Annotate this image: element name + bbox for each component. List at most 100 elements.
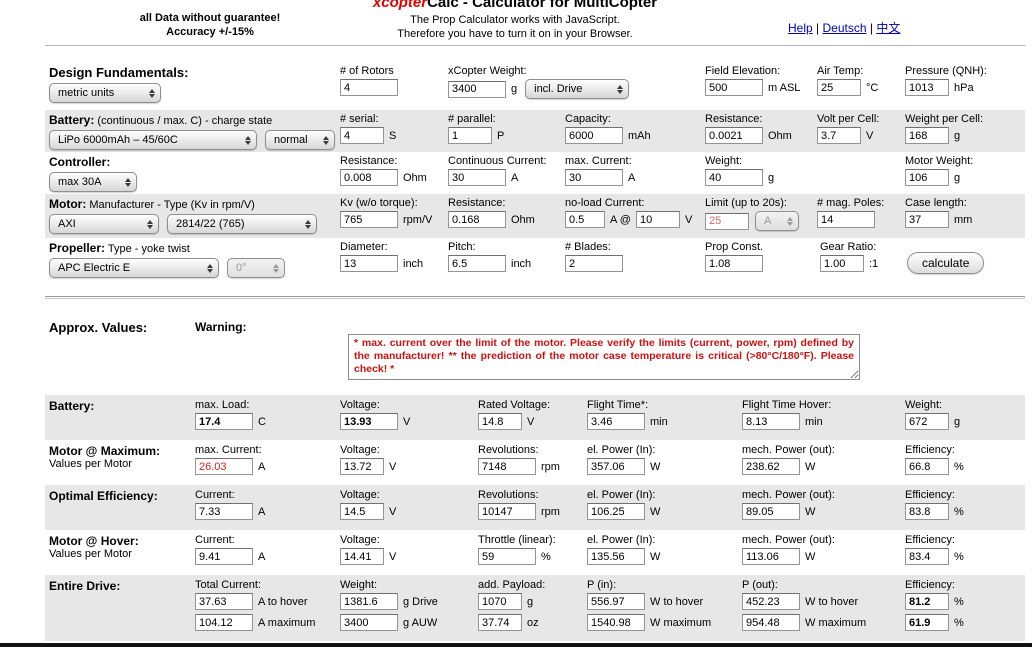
optimal-current-output[interactable] bbox=[195, 503, 253, 520]
controller-type-select[interactable]: max 30A bbox=[49, 172, 137, 192]
select-arrows-icon bbox=[147, 219, 153, 229]
motor-max-voltage-output[interactable] bbox=[340, 458, 384, 475]
add-payload-oz-output[interactable] bbox=[478, 614, 522, 631]
select-arrows-icon bbox=[125, 177, 131, 187]
p-in-max-output[interactable] bbox=[587, 614, 645, 631]
weight-per-cell-label: Weight per Cell: bbox=[905, 113, 984, 125]
motor-type-select[interactable]: 2814/22 (765) bbox=[167, 214, 317, 234]
parallel-input[interactable] bbox=[448, 127, 492, 144]
gear-ratio-input[interactable] bbox=[820, 255, 864, 272]
optimal-mech-power-output[interactable] bbox=[742, 503, 800, 520]
serial-input[interactable] bbox=[340, 127, 384, 144]
propeller-type-select[interactable]: APC Electric E bbox=[49, 258, 219, 278]
optimal-revolutions-output[interactable] bbox=[478, 503, 536, 520]
volt-per-cell-input[interactable] bbox=[817, 127, 861, 144]
results-table: Battery: max. Load: C Voltage: V Rated V… bbox=[45, 395, 1025, 644]
hover-voltage-output[interactable] bbox=[340, 548, 384, 565]
deutsch-link[interactable]: Deutsch bbox=[822, 21, 867, 35]
auw-weight-output[interactable] bbox=[340, 614, 398, 631]
battery-resistance-input[interactable] bbox=[705, 127, 763, 144]
optimal-efficiency-output[interactable] bbox=[905, 503, 949, 520]
esc-resistance-input[interactable] bbox=[340, 169, 398, 186]
motor-max-el-power-output[interactable] bbox=[587, 458, 645, 475]
max-load-unit: C bbox=[258, 415, 266, 428]
parallel-label: # parallel: bbox=[448, 113, 496, 125]
drive-weight-output[interactable] bbox=[340, 593, 398, 610]
calculate-button[interactable]: calculate bbox=[907, 252, 985, 274]
xcopter-weight-input[interactable] bbox=[448, 80, 506, 98]
esc-resistance-label: Resistance: bbox=[340, 155, 398, 167]
throttle-output[interactable] bbox=[478, 548, 536, 565]
motor-max-mech-power-output[interactable] bbox=[742, 458, 800, 475]
battery-voltage-output[interactable] bbox=[340, 413, 398, 430]
flight-time-output[interactable] bbox=[587, 413, 645, 430]
help-link[interactable]: Help bbox=[788, 21, 813, 35]
capacity-input[interactable] bbox=[565, 127, 623, 144]
noload-current-input[interactable] bbox=[565, 211, 605, 228]
motor-max-revolutions-output[interactable] bbox=[478, 458, 536, 475]
weight-mode-select[interactable]: incl. Drive bbox=[525, 79, 630, 99]
hover-el-power-output[interactable] bbox=[587, 548, 645, 565]
motor-manufacturer-value: AXI bbox=[58, 218, 76, 230]
esc-max-current-input[interactable] bbox=[565, 169, 623, 186]
motor-max-efficiency-output[interactable] bbox=[905, 458, 949, 475]
chinese-link[interactable]: 中文 bbox=[876, 21, 901, 35]
optimal-voltage-output[interactable] bbox=[340, 503, 384, 520]
add-payload-g-output[interactable] bbox=[478, 593, 522, 610]
units-select[interactable]: metric units bbox=[49, 83, 161, 103]
hover-current-output[interactable] bbox=[195, 548, 253, 565]
warning-textarea[interactable]: * max. current over the limit of the mot… bbox=[348, 334, 860, 380]
rotors-input[interactable] bbox=[340, 79, 398, 96]
p-in-hover-unit: W to hover bbox=[650, 595, 704, 608]
esc-weight-input[interactable] bbox=[705, 169, 763, 186]
motor-manufacturer-select[interactable]: AXI bbox=[49, 214, 159, 234]
entire-efficiency-hover-output[interactable] bbox=[905, 593, 949, 610]
max-load-output[interactable] bbox=[195, 413, 253, 430]
hover-efficiency-output[interactable] bbox=[905, 548, 949, 565]
motor-hover-title: Motor @ Hover: bbox=[49, 534, 139, 548]
limit-input[interactable] bbox=[705, 212, 749, 230]
weight-per-cell-input[interactable] bbox=[905, 127, 949, 144]
field-elevation-input[interactable] bbox=[705, 79, 763, 96]
diameter-label: Diameter: bbox=[340, 241, 388, 253]
total-current-hover-output[interactable] bbox=[195, 593, 253, 610]
battery-type-select[interactable]: LiPo 6000mAh – 45/60C bbox=[49, 130, 257, 150]
p-out-hover-output[interactable] bbox=[742, 593, 800, 610]
mag-poles-input[interactable] bbox=[817, 211, 875, 228]
esc-cont-current-input[interactable] bbox=[448, 169, 506, 186]
limit-unit-select[interactable]: A bbox=[755, 211, 799, 231]
diameter-input[interactable] bbox=[340, 255, 398, 272]
xcopter-weight-label: xCopter Weight: bbox=[448, 65, 527, 77]
motor-weight-input[interactable] bbox=[905, 169, 949, 186]
case-length-input[interactable] bbox=[905, 211, 949, 228]
prop-const-input[interactable] bbox=[705, 255, 763, 272]
battery-weight-output[interactable] bbox=[905, 413, 949, 430]
entire-efficiency-max-output[interactable] bbox=[905, 614, 949, 631]
blades-input[interactable] bbox=[565, 255, 623, 272]
select-arrows-icon bbox=[273, 263, 279, 273]
noload-voltage-input[interactable] bbox=[635, 211, 680, 228]
p-in-hover-output[interactable] bbox=[587, 593, 645, 610]
optimal-efficiency-unit: % bbox=[954, 505, 964, 518]
charge-state-select[interactable]: normal bbox=[265, 130, 335, 150]
add-payload-label: add. Payload: bbox=[478, 579, 546, 591]
motor-resistance-label: Resistance: bbox=[448, 197, 506, 209]
kv-input[interactable] bbox=[340, 211, 398, 228]
yoke-twist-select[interactable]: 0° bbox=[227, 258, 285, 278]
air-temp-input[interactable] bbox=[817, 79, 861, 96]
pitch-input[interactable] bbox=[448, 255, 506, 272]
max-current-unit: A bbox=[258, 460, 266, 473]
optimal-el-power-output[interactable] bbox=[587, 503, 645, 520]
rated-voltage-output[interactable] bbox=[478, 413, 522, 430]
disclaimer: all Data without guarantee! Accuracy +/-… bbox=[100, 11, 320, 39]
noload-at-label: A @ bbox=[610, 213, 631, 226]
motor-resistance-input[interactable] bbox=[448, 211, 506, 228]
p-out-max-unit: W maximum bbox=[805, 616, 867, 629]
p-out-max-output[interactable] bbox=[742, 614, 800, 631]
total-current-max-output[interactable] bbox=[195, 614, 253, 631]
hover-mech-power-output[interactable] bbox=[742, 548, 800, 565]
pressure-input[interactable] bbox=[905, 79, 949, 96]
flight-time-hover-output[interactable] bbox=[742, 413, 800, 430]
max-current-output[interactable] bbox=[195, 458, 253, 475]
entire-efficiency-label: Efficiency: bbox=[905, 579, 955, 591]
